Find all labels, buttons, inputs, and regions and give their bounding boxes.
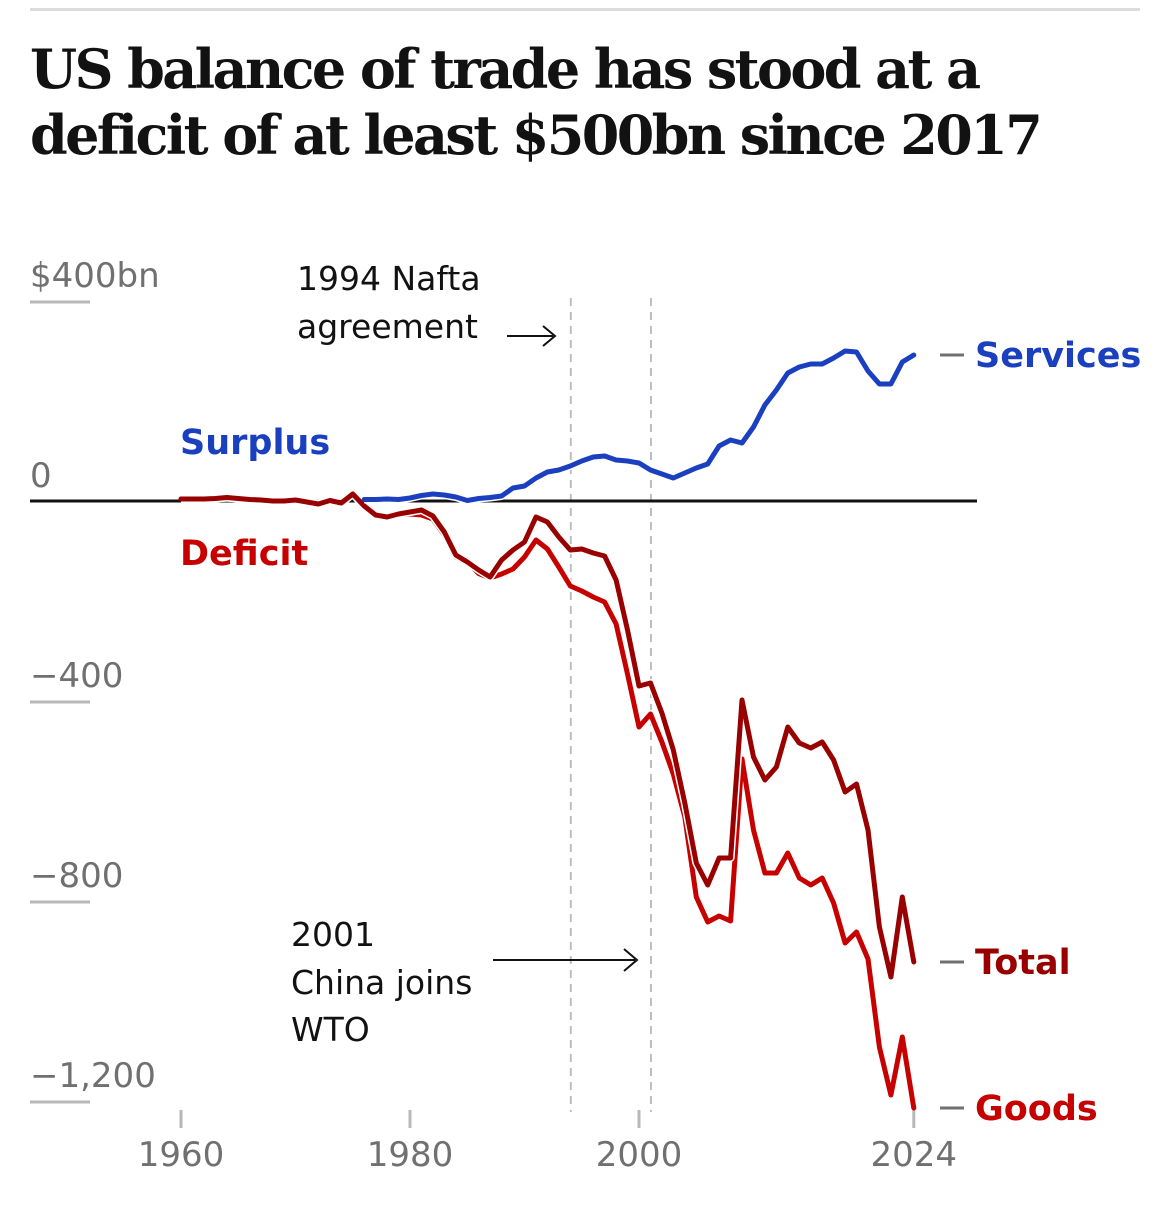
- chart-title: US balance of trade has stood at a defic…: [30, 37, 1043, 167]
- y-tick-label: −1,200: [30, 1056, 156, 1096]
- annotation-text: agreement: [297, 307, 478, 346]
- series-halo: [364, 347, 916, 505]
- arrow-right-icon: [507, 325, 557, 347]
- annotation-text: WTO: [291, 1010, 370, 1049]
- series-line-total: [178, 491, 917, 980]
- annotation-text: China joins: [291, 963, 472, 1002]
- y-tick-label: −400: [30, 656, 123, 696]
- top-rule: [30, 8, 1140, 11]
- x-tick-label: 2024: [871, 1135, 958, 1175]
- annotation-text: 2001: [291, 915, 375, 954]
- x-axis: 1960 1980 2000 2024: [138, 1110, 957, 1175]
- x-tick-label: 1960: [138, 1135, 225, 1175]
- deficit-label: Deficit: [180, 534, 308, 574]
- y-tick-label: 0: [30, 456, 52, 496]
- series-label-total: Total: [975, 943, 1071, 983]
- series-label-goods: Goods: [975, 1089, 1098, 1129]
- x-tick-label: 2000: [596, 1135, 683, 1175]
- arrow-right-icon: [493, 948, 639, 972]
- surplus-label: Surplus: [180, 423, 330, 463]
- annotations: 1994 Nafta agreement 2001 China joins WTO: [291, 259, 652, 1112]
- series-line-services: [361, 348, 917, 503]
- y-axis: $400bn 0 −400 −800 −1,200: [30, 256, 160, 1104]
- series-label-services: Services: [975, 336, 1141, 376]
- x-tick-label: 1980: [367, 1135, 454, 1175]
- y-tick-label: −800: [30, 856, 123, 896]
- y-tick-label: $400bn: [30, 256, 160, 296]
- series-labels: Services Total Goods Surplus Deficit: [180, 336, 1141, 1129]
- series-group: [178, 347, 918, 1111]
- annotation-text: 1994 Nafta: [297, 259, 481, 298]
